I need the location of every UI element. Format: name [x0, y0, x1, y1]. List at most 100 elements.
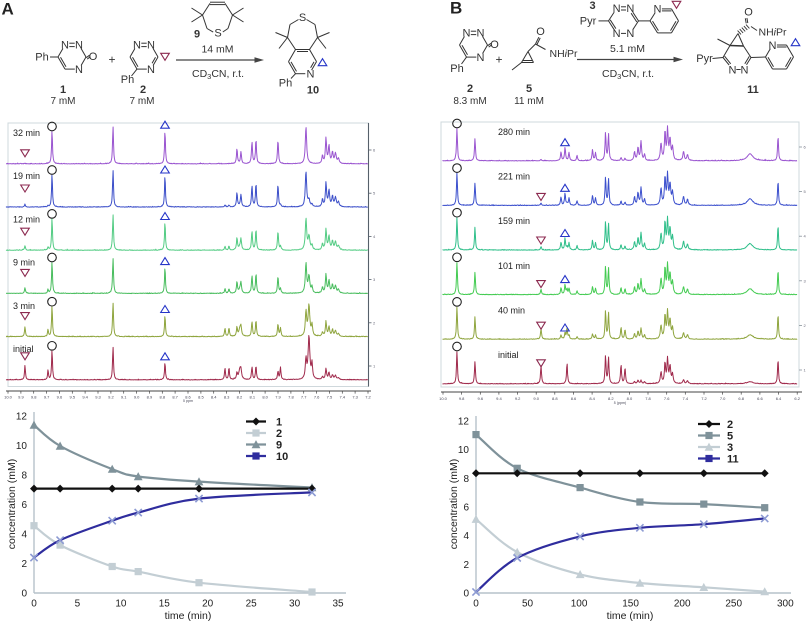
svg-text:8.2: 8.2: [237, 395, 243, 400]
svg-text:7.8: 7.8: [645, 396, 651, 401]
svg-text:Ph: Ph: [35, 52, 48, 64]
svg-text:280 min: 280 min: [498, 127, 530, 137]
svg-text:2: 2: [276, 428, 282, 440]
svg-text:1: 1: [804, 368, 807, 373]
svg-text:S: S: [299, 12, 306, 24]
svg-text:N: N: [654, 4, 662, 16]
svg-text:2: 2: [373, 320, 376, 325]
svg-text:N: N: [729, 64, 737, 76]
svg-text:4: 4: [21, 530, 27, 541]
svg-text:N: N: [769, 40, 777, 52]
svg-text:5.1 mM: 5.1 mM: [610, 43, 645, 55]
svg-text:+: +: [495, 53, 502, 67]
svg-text:9.2: 9.2: [515, 396, 521, 401]
svg-text:7.0: 7.0: [720, 396, 726, 401]
svg-text:N: N: [147, 40, 155, 52]
svg-text:250: 250: [725, 599, 742, 610]
svg-text:3: 3: [589, 0, 595, 12]
svg-text:5: 5: [727, 430, 733, 442]
svg-text:1: 1: [60, 84, 66, 96]
svg-text:100: 100: [571, 599, 588, 610]
svg-text:9.4: 9.4: [82, 395, 88, 400]
svg-text:9 min: 9 min: [13, 258, 35, 268]
svg-text:9.6: 9.6: [57, 395, 63, 400]
svg-text:25: 25: [246, 599, 258, 610]
svg-text:10.0: 10.0: [4, 395, 13, 400]
svg-text:concentration (mM): concentration (mM): [448, 459, 460, 549]
svg-text:7.2: 7.2: [365, 395, 371, 400]
svg-text:6.8: 6.8: [738, 396, 744, 401]
svg-text:A: A: [2, 0, 14, 19]
svg-text:Ph: Ph: [450, 63, 463, 75]
svg-text:NHiPr: NHiPr: [550, 48, 579, 60]
svg-text:200: 200: [674, 599, 691, 610]
svg-text:8.5: 8.5: [198, 395, 204, 400]
svg-text:14 mM: 14 mM: [201, 44, 233, 56]
svg-text:CD3CN, r.t.: CD3CN, r.t.: [602, 68, 654, 81]
svg-text:7.4: 7.4: [683, 396, 689, 401]
svg-text:300: 300: [777, 599, 794, 610]
svg-text:6.6: 6.6: [757, 396, 763, 401]
svg-text:7.2: 7.2: [701, 396, 707, 401]
svg-text:8.8: 8.8: [552, 396, 558, 401]
svg-text:12: 12: [458, 417, 470, 428]
svg-text:3: 3: [373, 277, 376, 282]
svg-text:221 min: 221 min: [498, 172, 530, 182]
svg-text:10: 10: [276, 451, 288, 463]
svg-text:5: 5: [804, 189, 807, 194]
svg-text:6.4: 6.4: [776, 396, 782, 401]
svg-text:10.0: 10.0: [439, 396, 448, 401]
svg-text:N: N: [307, 69, 315, 81]
svg-text:N: N: [626, 28, 634, 40]
svg-text:8.8: 8.8: [160, 395, 166, 400]
svg-text:8.2: 8.2: [608, 396, 614, 401]
svg-text:19 min: 19 min: [13, 171, 40, 181]
svg-text:N: N: [613, 3, 621, 15]
svg-text:7.3: 7.3: [352, 395, 358, 400]
svg-text:Pyr: Pyr: [696, 53, 713, 65]
svg-text:10: 10: [307, 85, 319, 97]
svg-text:12 min: 12 min: [13, 214, 40, 224]
svg-text:8.3 mM: 8.3 mM: [453, 96, 486, 107]
svg-text:9.8: 9.8: [31, 395, 37, 400]
svg-text:9.0: 9.0: [533, 396, 539, 401]
svg-text:40 min: 40 min: [498, 305, 525, 315]
svg-text:7.9: 7.9: [275, 395, 281, 400]
svg-text:N: N: [147, 64, 155, 76]
svg-text:2: 2: [804, 323, 807, 328]
svg-text:150: 150: [622, 599, 639, 610]
svg-text:6: 6: [463, 503, 469, 514]
svg-text:9.8: 9.8: [459, 396, 465, 401]
svg-text:9.2: 9.2: [108, 395, 114, 400]
svg-text:3 min: 3 min: [13, 301, 35, 311]
svg-text:6: 6: [373, 148, 376, 153]
svg-text:8.1: 8.1: [250, 395, 256, 400]
svg-text:8: 8: [21, 471, 27, 482]
svg-text:4: 4: [804, 234, 807, 239]
svg-text:101 min: 101 min: [498, 261, 530, 271]
svg-text:6: 6: [804, 145, 807, 150]
svg-text:N: N: [477, 28, 485, 40]
svg-text:Ph: Ph: [279, 78, 292, 90]
svg-text:8.4: 8.4: [589, 396, 595, 401]
svg-text:11 mM: 11 mM: [514, 96, 544, 107]
svg-text:8.4: 8.4: [211, 395, 217, 400]
svg-text:N: N: [477, 52, 485, 64]
svg-text:NHiPr: NHiPr: [759, 27, 788, 39]
svg-text:12: 12: [16, 412, 28, 423]
svg-text:6.2: 6.2: [794, 396, 800, 401]
svg-text:4: 4: [463, 531, 469, 542]
svg-text:8.9: 8.9: [147, 395, 153, 400]
svg-text:4: 4: [373, 234, 376, 239]
svg-text:O: O: [89, 51, 98, 63]
svg-text:δ (ppm): δ (ppm): [614, 401, 626, 405]
svg-text:8.0: 8.0: [262, 395, 268, 400]
svg-text:10: 10: [115, 599, 127, 610]
svg-text:8.3: 8.3: [224, 395, 230, 400]
svg-text:8: 8: [463, 474, 469, 485]
svg-text:S: S: [214, 28, 221, 40]
svg-text:7.7: 7.7: [301, 395, 307, 400]
svg-text:9: 9: [276, 439, 282, 451]
svg-text:time (min): time (min): [165, 610, 212, 622]
svg-text:+: +: [108, 53, 115, 67]
